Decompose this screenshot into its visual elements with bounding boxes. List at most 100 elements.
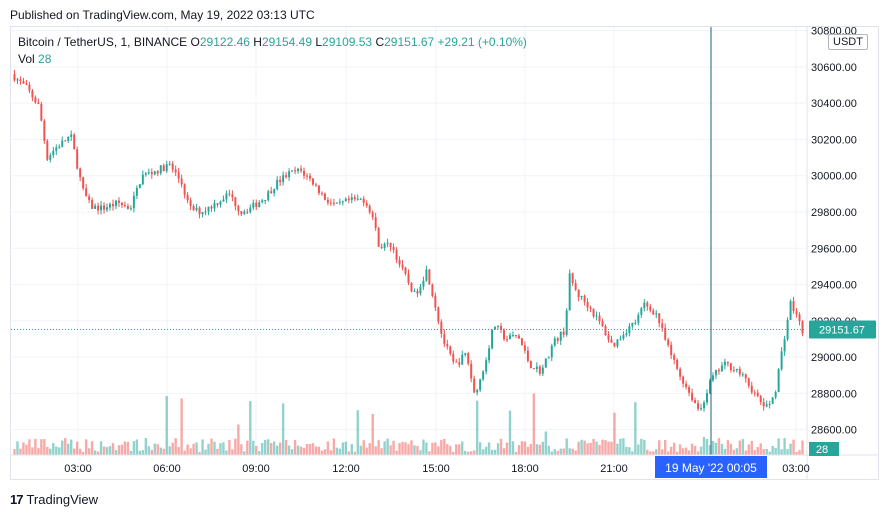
volume-bar [272, 441, 276, 455]
candle-body [470, 363, 473, 379]
candle-body [314, 184, 317, 186]
volume-bar [723, 448, 727, 455]
candle-body [126, 205, 129, 209]
candle-body [267, 191, 270, 200]
candle-body [234, 197, 237, 207]
volume-bar [120, 444, 124, 455]
volume-bar [517, 445, 521, 455]
candle-body [586, 302, 589, 308]
volume-bar [583, 440, 586, 455]
candle-body [255, 202, 258, 208]
candle-body [183, 184, 186, 195]
candle-body [365, 202, 368, 206]
candle-body [688, 387, 691, 393]
volume-bar [464, 450, 467, 455]
candle-body [377, 228, 380, 247]
candle-body [571, 273, 574, 284]
candle-body [106, 207, 109, 210]
candle-body [147, 172, 150, 174]
candle-body [738, 368, 741, 375]
candle-body [786, 319, 789, 340]
open-value: 29122.46 [199, 35, 250, 49]
candle-body [270, 191, 273, 193]
volume-bar [46, 446, 49, 455]
candle-body [341, 201, 344, 203]
volume-bar [526, 446, 530, 455]
tradingview-logo-icon: 17 [10, 492, 24, 507]
candle-body [88, 196, 91, 201]
candle-body [100, 205, 103, 211]
candle-body [556, 338, 559, 341]
candle-body [22, 81, 25, 84]
currency-button[interactable]: USDT [828, 34, 868, 50]
candle-body [703, 402, 705, 409]
volume-bar [377, 440, 380, 455]
candle-body [19, 79, 22, 82]
candle-body [604, 326, 607, 336]
volume-bar [738, 440, 742, 455]
candle-body [222, 199, 225, 202]
grid-lines [11, 27, 806, 455]
candle-body [726, 361, 729, 364]
candle-body [711, 375, 714, 381]
candle-body [783, 339, 786, 352]
footer: 17 TradingView [10, 492, 98, 507]
volume-bar [287, 445, 291, 455]
volume-bar [750, 440, 753, 455]
candle-body [141, 174, 144, 185]
volume-bar [502, 448, 506, 455]
volume-bar [362, 440, 365, 455]
candle-body [306, 175, 309, 177]
candle-body [631, 322, 634, 327]
volume-bar [655, 449, 658, 455]
volume-bar [201, 439, 204, 455]
candle-body [652, 310, 655, 315]
volume-bar [801, 440, 804, 455]
volume-bar [216, 448, 219, 455]
candle-body [37, 102, 40, 104]
volume-bar [356, 410, 359, 455]
volume-bar [577, 441, 580, 455]
candle-body [82, 177, 85, 189]
volume-bar [326, 441, 330, 455]
candle-body [777, 369, 780, 393]
volume-bar [532, 393, 536, 455]
candle-body [574, 283, 577, 290]
volume-bar [189, 448, 192, 455]
candle-body [43, 120, 46, 141]
volume-bar [475, 400, 479, 455]
volume-bar [299, 446, 303, 455]
candle-body [792, 301, 795, 312]
close-value: 29151.67 [384, 35, 435, 49]
volume-bar [204, 449, 207, 455]
candle-body [273, 189, 276, 193]
chart-frame[interactable] [10, 26, 879, 480]
candle-body [622, 334, 625, 339]
volume-label: Vol [18, 52, 35, 66]
volume-bar [401, 441, 404, 455]
volume-bar [419, 450, 422, 455]
x-tick-label: 12:00 [332, 463, 360, 475]
volume-bar [290, 449, 294, 455]
footer-brand[interactable]: TradingView [26, 492, 99, 507]
volume-bar [395, 450, 398, 455]
volume-bar [135, 439, 139, 455]
candle-body [476, 389, 479, 393]
candle-body [613, 342, 616, 347]
volume-bar [771, 445, 774, 455]
volume-bar [478, 442, 482, 455]
volume-bar [22, 442, 25, 455]
high-label: H [253, 35, 262, 49]
volume-bar [329, 450, 333, 455]
candle-body [237, 206, 240, 212]
volume-bar [425, 442, 428, 455]
candle-body [282, 175, 285, 182]
symbol-label: Bitcoin / TetherUS, 1, BINANCE [18, 35, 188, 49]
volume-bar [505, 442, 509, 455]
candle-body [386, 242, 389, 244]
volume-bar [487, 442, 491, 455]
volume-bar [741, 439, 745, 455]
candle-body [120, 202, 123, 205]
low-label: L [315, 35, 323, 49]
